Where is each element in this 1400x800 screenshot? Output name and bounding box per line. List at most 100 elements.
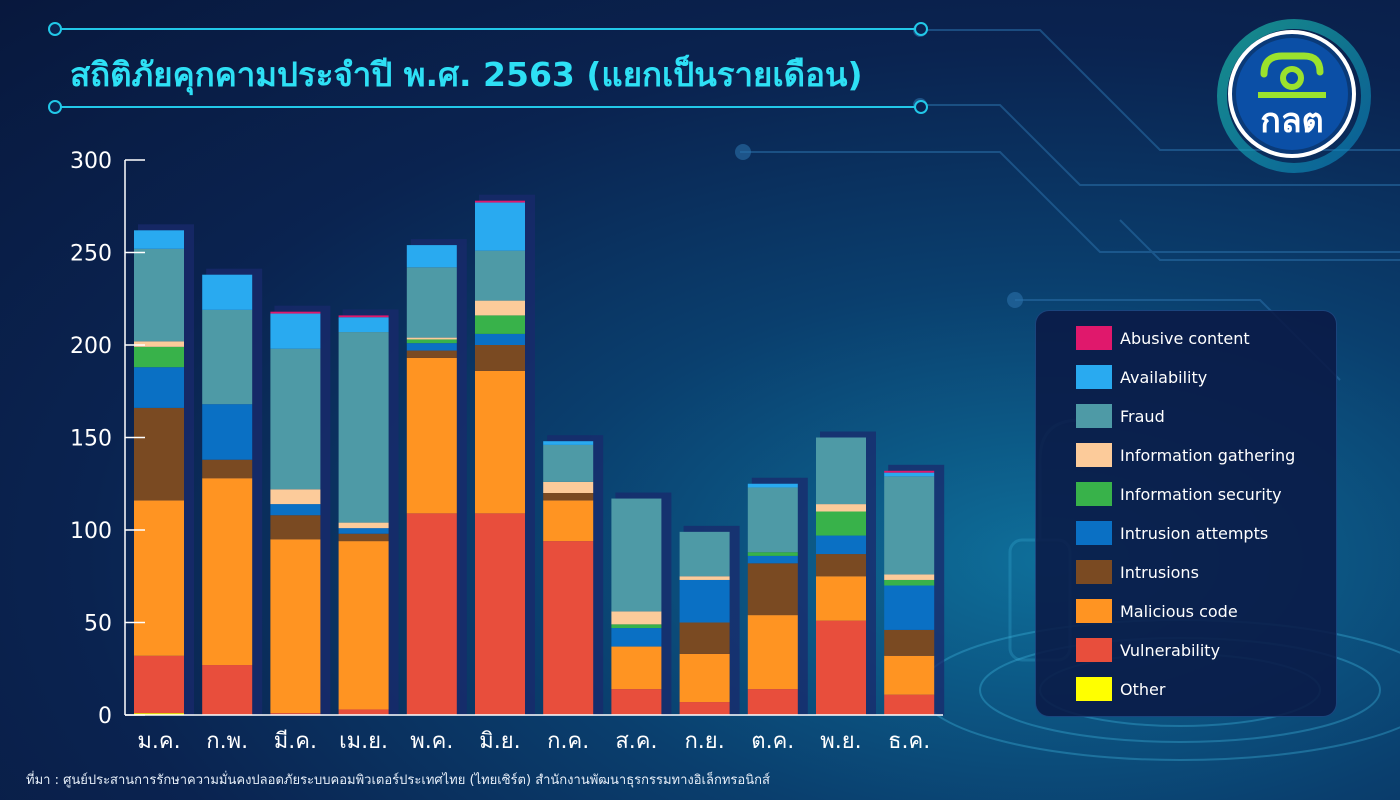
bar-segment (270, 713, 321, 715)
bar-segment (406, 357, 457, 514)
x-tick-label: ม.ค. (137, 729, 180, 754)
y-tick-label: 250 (70, 242, 112, 267)
legend-item: Abusive content (1076, 325, 1250, 351)
bar-segment (202, 478, 253, 666)
y-tick-label: 0 (98, 704, 112, 729)
bar-segment (270, 504, 321, 516)
bar-segment (679, 702, 730, 715)
bar-segment (338, 533, 389, 542)
bar-segment (406, 245, 457, 268)
bar-segment (475, 250, 525, 301)
x-tick-label: ต.ค. (751, 729, 794, 754)
x-tick-label: เม.ย. (339, 729, 388, 754)
title-line-bottom (56, 106, 920, 108)
bar-segment (816, 576, 866, 621)
y-tick-label: 50 (84, 612, 112, 637)
x-tick-label: ก.ค. (547, 729, 589, 754)
legend-item: Information security (1076, 481, 1282, 507)
bar-segment (747, 487, 798, 553)
y-tick-label: 150 (70, 427, 112, 452)
bar-segment (816, 504, 866, 512)
bar-segment (202, 404, 253, 460)
legend-item: Intrusions (1076, 559, 1199, 585)
legend-label: Other (1120, 679, 1166, 699)
bar-segment (816, 437, 866, 505)
bar-segment (884, 574, 935, 580)
legend-item: Vulnerability (1076, 637, 1220, 663)
bar-segment (338, 332, 389, 523)
bar-segment (884, 694, 935, 715)
bar-segment (543, 493, 594, 501)
legend-swatch (1076, 599, 1112, 623)
bar-segment (338, 528, 389, 534)
bar-segment (338, 541, 389, 710)
bar-segment (816, 535, 866, 555)
bar-segment (134, 500, 184, 656)
y-tick-label: 100 (70, 519, 112, 544)
bar-segment (134, 230, 184, 249)
bar-segment (406, 267, 457, 338)
bar-segment (134, 655, 184, 714)
x-tick-label: ก.พ. (206, 729, 248, 754)
bar-segment (611, 498, 662, 612)
bar-segment (202, 459, 253, 479)
bar-segment (611, 624, 662, 629)
x-tick-label: ส.ค. (615, 729, 657, 754)
bar-segment (747, 552, 798, 556)
bar-segment (884, 585, 935, 630)
bar-segment (884, 472, 935, 477)
legend-swatch (1076, 521, 1112, 545)
legend-label: Information security (1120, 484, 1282, 504)
bar-segment (338, 315, 389, 318)
legend-label: Vulnerability (1120, 640, 1221, 660)
bar-segment (202, 665, 253, 715)
bar-segment (475, 333, 525, 345)
y-tick-label: 200 (70, 334, 112, 359)
legend-swatch (1076, 326, 1112, 350)
bar-segment (679, 579, 730, 623)
bar-segment (475, 315, 525, 334)
bar-segment (543, 500, 594, 542)
bar-segment (475, 300, 525, 316)
bar-segment (679, 531, 730, 577)
chart-legend: Abusive content Availability Fraud Informat… (1035, 310, 1337, 717)
bar-segment (134, 367, 184, 408)
x-tick-label: พ.ย. (820, 729, 861, 754)
bar-segment (679, 576, 730, 580)
bar-segment (543, 541, 594, 715)
bar-segment (611, 646, 662, 690)
legend-item: Availability (1076, 364, 1207, 390)
bar-segment (475, 370, 525, 514)
bar-segment (338, 522, 389, 529)
bar-segment (270, 348, 321, 490)
bar-segment (406, 513, 457, 715)
bar-segment (611, 689, 662, 715)
bar-segment (406, 350, 457, 358)
x-tick-label: มิ.ย. (479, 729, 520, 754)
bar-segment (202, 274, 253, 310)
bar-segment (816, 554, 866, 577)
logo-text: กลต (1260, 101, 1324, 141)
title-dot (48, 22, 62, 36)
bar-segment (134, 341, 184, 347)
x-tick-label: ก.ย. (684, 729, 724, 754)
title-line-top (56, 28, 920, 30)
legend-swatch (1076, 560, 1112, 584)
bar-segment (134, 346, 184, 368)
title-dot (48, 100, 62, 114)
bar-segment (884, 655, 935, 695)
legend-swatch (1076, 677, 1112, 701)
bar-segment (611, 628, 662, 647)
legend-swatch (1076, 638, 1112, 662)
legend-swatch (1076, 365, 1112, 389)
legend-swatch (1076, 404, 1112, 428)
bar-segment (134, 248, 184, 342)
y-tick-label: 300 (70, 149, 112, 174)
legend-label: Fraud (1120, 406, 1165, 426)
legend-item: Intrusion attempts (1076, 520, 1268, 546)
bar-segment (270, 515, 321, 540)
bar-segment (543, 441, 594, 445)
sec-logo: กลต (1217, 19, 1371, 173)
bar-segment (611, 611, 662, 625)
bar-segment (338, 317, 389, 333)
